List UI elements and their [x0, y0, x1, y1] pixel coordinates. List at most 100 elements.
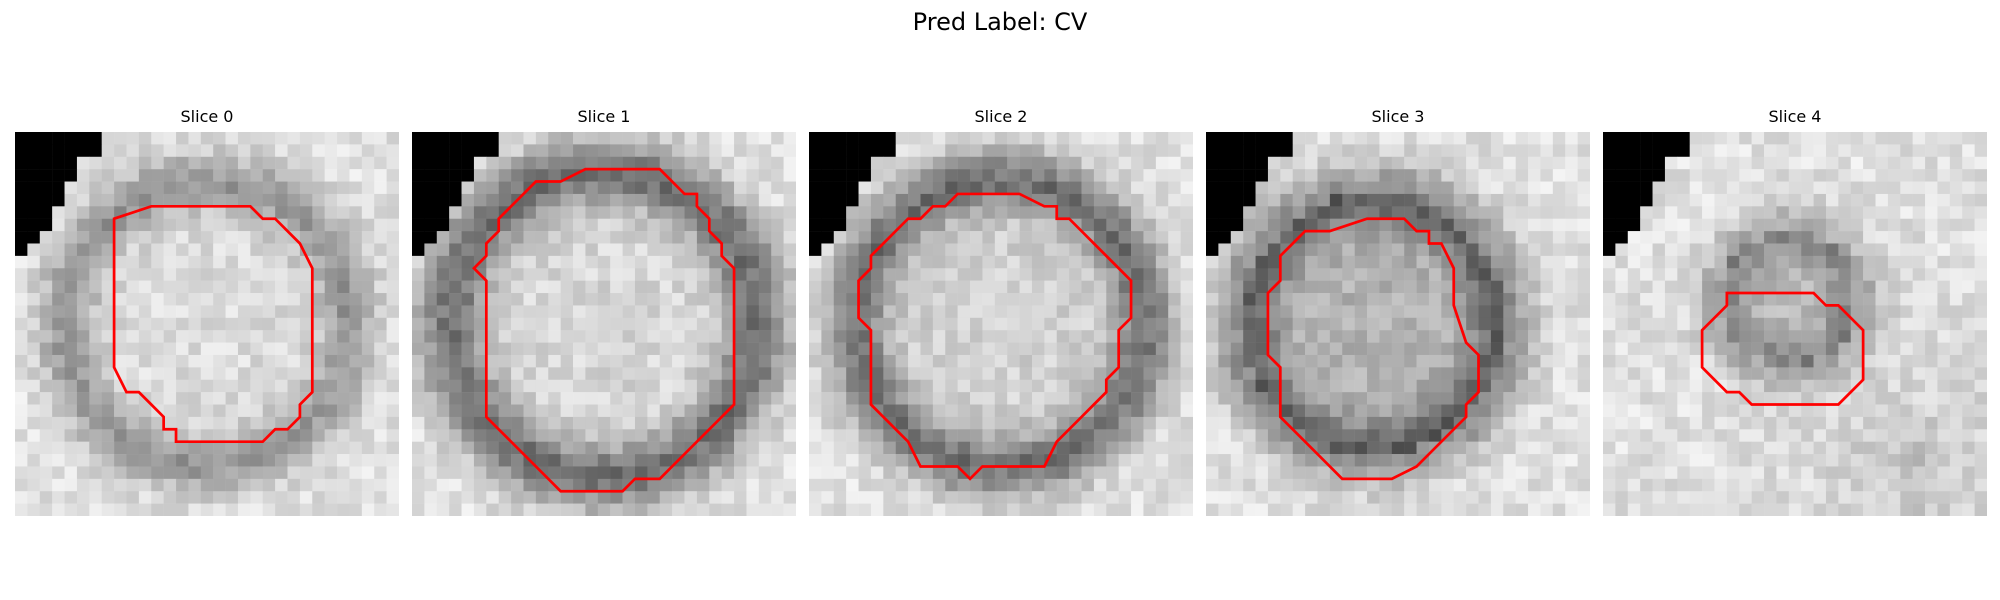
pixel [560, 392, 574, 405]
pixel [498, 379, 512, 393]
pixel [374, 268, 387, 281]
pixel [1739, 503, 1752, 516]
pixel [275, 317, 288, 331]
pixel [870, 144, 884, 158]
pixel [895, 305, 909, 319]
pixel [324, 454, 338, 467]
pixel [1863, 305, 1876, 319]
pixel [511, 416, 524, 430]
pixel [213, 193, 226, 207]
pixel [1441, 392, 1454, 405]
pixel [771, 317, 784, 331]
pixel [1007, 503, 1020, 516]
pixel [1801, 181, 1814, 195]
pixel [312, 441, 325, 455]
pixel [126, 392, 140, 405]
pixel [1106, 132, 1119, 145]
pixel [287, 268, 301, 281]
pixel [895, 392, 909, 405]
pixel [1577, 454, 1590, 467]
pixel [349, 379, 363, 393]
pixel [771, 454, 784, 467]
pixel [1739, 243, 1752, 257]
pixel [746, 317, 760, 331]
pixel [138, 491, 152, 504]
pixel [1031, 503, 1045, 516]
pixel [436, 243, 450, 257]
pixel [1218, 367, 1232, 380]
pixel [1962, 367, 1975, 380]
pixel [1342, 392, 1355, 405]
pixel [659, 379, 673, 393]
pixel [783, 169, 796, 182]
pixel [1863, 342, 1876, 356]
pixel [1218, 503, 1232, 516]
pixel [250, 354, 263, 368]
pixel [213, 466, 226, 480]
pixel [1552, 392, 1566, 405]
pixel [1267, 429, 1281, 442]
pixel [176, 293, 189, 306]
pixel [684, 243, 698, 257]
pixel [1577, 392, 1590, 405]
pixel [659, 330, 673, 343]
pixel [1664, 193, 1678, 207]
pixel [548, 206, 561, 219]
pixel [1218, 305, 1232, 319]
pixel [250, 491, 263, 504]
pixel [1528, 478, 1541, 492]
pixel [560, 305, 574, 319]
pixel [932, 404, 946, 418]
pixel [1702, 169, 1715, 182]
pixel [684, 193, 698, 207]
pixel [213, 404, 226, 418]
pixel [746, 454, 760, 467]
pixel [1056, 206, 1070, 219]
pixel [523, 354, 537, 368]
pixel [213, 181, 226, 195]
pixel [1367, 392, 1380, 405]
pixel [312, 268, 325, 281]
pixel [597, 132, 611, 145]
pixel [1552, 243, 1566, 257]
pixel [1243, 392, 1256, 405]
pixel [1739, 218, 1752, 232]
pixel [1131, 454, 1144, 467]
pixel [337, 379, 350, 393]
pixel [1540, 206, 1554, 219]
pixel [883, 255, 896, 269]
pixel [597, 503, 611, 516]
pixel [287, 293, 301, 306]
pixel [1218, 231, 1232, 244]
pixel [548, 243, 561, 257]
pixel [809, 268, 822, 281]
pixel [758, 429, 772, 442]
pixel [1850, 354, 1864, 368]
pixel [1404, 317, 1417, 331]
pixel [349, 454, 363, 467]
pixel [27, 429, 41, 442]
pixel [412, 255, 425, 269]
pixel [1925, 255, 1938, 269]
pixel [250, 441, 263, 455]
pixel [1689, 317, 1703, 331]
pixel [1255, 231, 1269, 244]
pixel [1131, 392, 1144, 405]
pixel [945, 379, 958, 393]
pixel [1317, 441, 1331, 455]
pixel [883, 392, 896, 405]
pixel [1056, 454, 1070, 467]
pixel [287, 317, 301, 331]
pixel [299, 491, 313, 504]
pixel [89, 169, 102, 182]
pixel [597, 404, 611, 418]
pixel [1875, 491, 1889, 504]
pixel [597, 441, 611, 455]
pixel [1354, 305, 1368, 319]
pixel [1391, 181, 1405, 195]
pixel [1801, 231, 1814, 244]
pixel [1342, 379, 1355, 393]
pixel [486, 181, 499, 195]
pixel [1056, 132, 1070, 145]
pixel [1354, 478, 1368, 492]
